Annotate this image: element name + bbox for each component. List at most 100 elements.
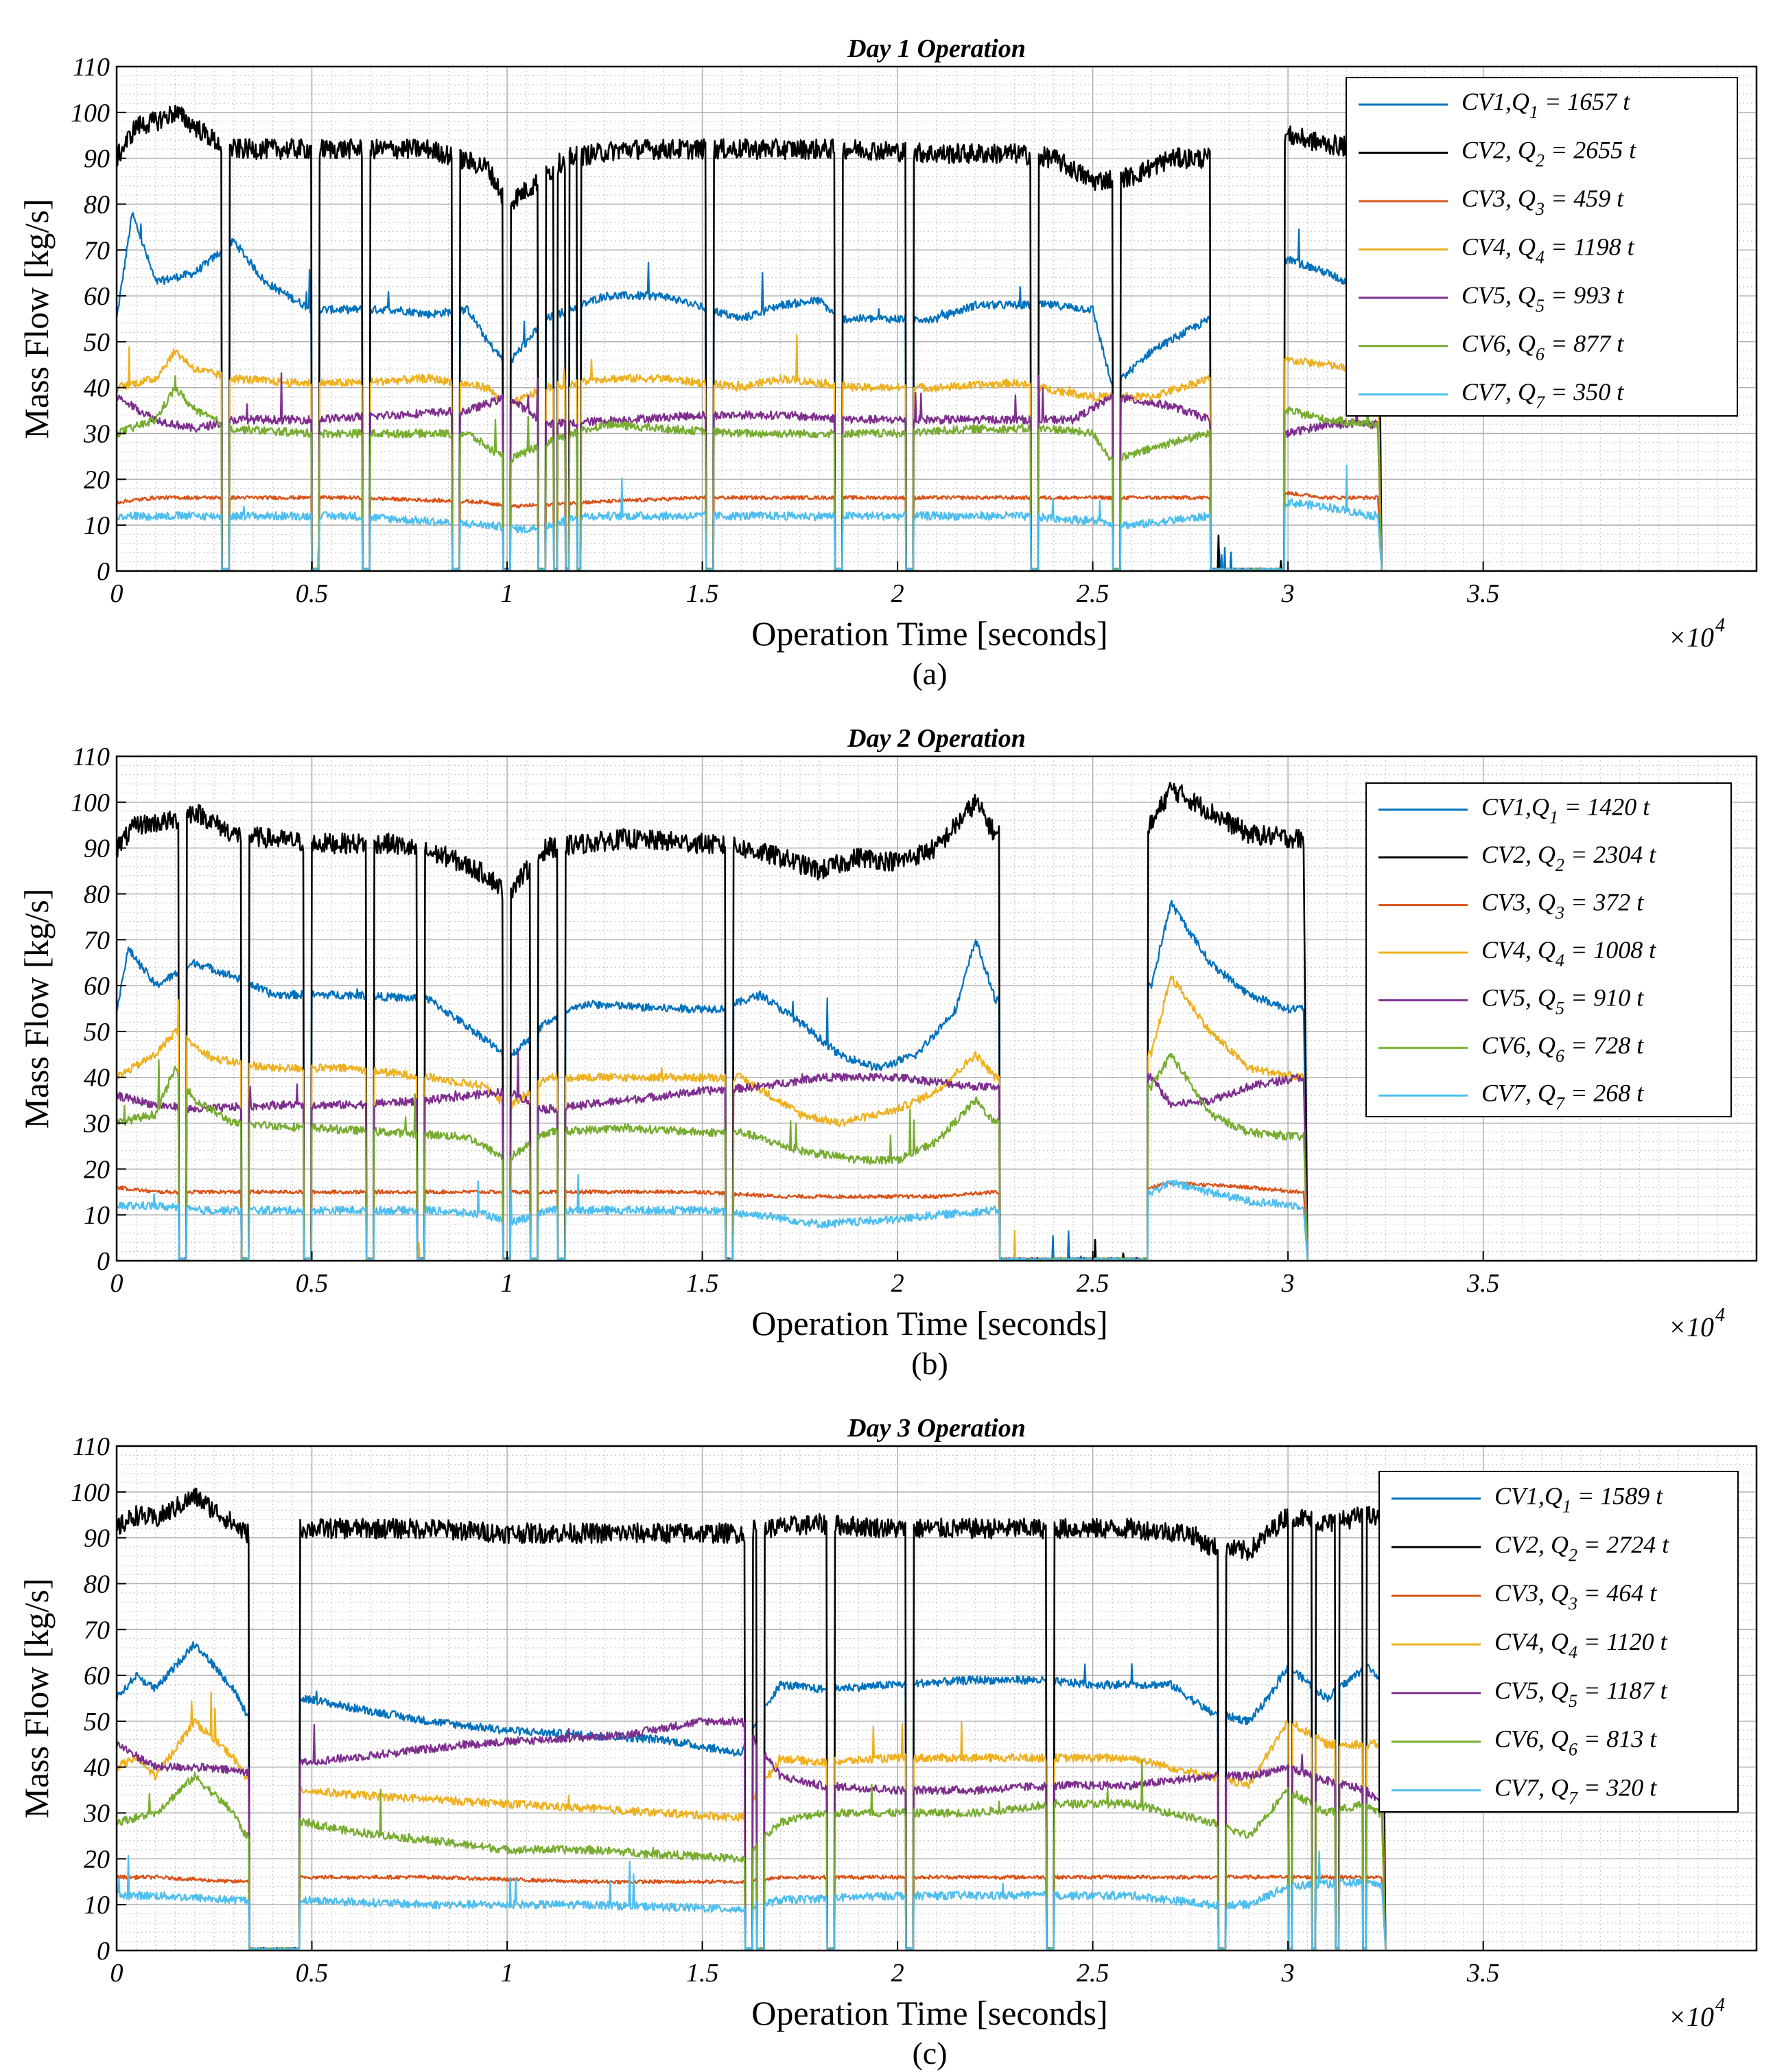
x-tick-label: 1	[501, 1269, 514, 1298]
chart-title: Day 3 Operation	[847, 1414, 1026, 1443]
legend-label-value: = 464 t	[1577, 1579, 1657, 1607]
legend-label-value: = 372 t	[1564, 889, 1644, 916]
y-tick-label: 90	[84, 1524, 110, 1553]
series-line-cv6	[117, 375, 1383, 571]
series-line-cv1	[117, 212, 1383, 571]
x-tick-label: 2.5	[1077, 1269, 1109, 1298]
x-axis-multiplier: ×10	[1668, 622, 1714, 653]
legend-label-value: = 877 t	[1545, 329, 1624, 357]
legend-label-text: CV6, Q	[1494, 1725, 1569, 1753]
x-tick-label: 0	[110, 1269, 124, 1298]
x-tick-label: 0.5	[296, 1269, 329, 1298]
x-tick-label: 1.5	[686, 1959, 719, 1988]
y-tick-label: 0	[97, 557, 110, 586]
legend-label-value: = 1657 t	[1538, 88, 1630, 115]
legend-label-text: CV7, Q	[1481, 1079, 1555, 1106]
y-tick-label: 90	[84, 835, 110, 863]
legend-label-text: CV1,Q	[1494, 1482, 1562, 1509]
x-tick-label: 2.5	[1077, 1959, 1109, 1988]
y-tick-label: 50	[84, 1708, 110, 1736]
legend-label-cv3: CV3, Q3 = 372 t	[1481, 889, 1644, 923]
y-tick-label: 30	[83, 1110, 110, 1139]
legend-label-text: CV2, Q	[1481, 841, 1555, 868]
y-tick-label: 70	[84, 236, 110, 265]
x-axis-exponent: 4	[1715, 1994, 1725, 2016]
y-tick-label: 110	[73, 743, 110, 771]
legend-label-value: = 728 t	[1564, 1032, 1644, 1059]
x-tick-label: 1	[501, 1959, 514, 1988]
series-line-cv6	[117, 1758, 1387, 1951]
series-group	[117, 782, 1308, 1261]
legend-label-cv6: CV6, Q6 = 728 t	[1481, 1032, 1644, 1066]
series-line-cv3	[117, 1180, 1308, 1261]
series-line-cv5	[117, 1716, 1387, 1951]
x-tick-label: 3.5	[1466, 1959, 1500, 1988]
axes-frame	[115, 1445, 1758, 1952]
y-tick-label: 50	[84, 328, 110, 357]
y-tick-label: 60	[84, 972, 110, 1001]
legend-label-cv7: CV7, Q7 = 350 t	[1461, 378, 1624, 412]
axes-frame	[115, 755, 1758, 1262]
legend-label-text: CV7, Q	[1494, 1774, 1569, 1802]
series-line-cv4	[117, 334, 1383, 571]
legend-label-subscript: 1	[1562, 1496, 1571, 1516]
legend-label-cv6: CV6, Q6 = 877 t	[1461, 329, 1624, 364]
legend-label-value: = 1120 t	[1577, 1628, 1668, 1655]
chart-title: Day 2 Operation	[847, 724, 1026, 753]
legend-label-subscript: 5	[1569, 1691, 1577, 1711]
series-line-cv5	[117, 1049, 1308, 1261]
y-tick-label: 20	[84, 465, 110, 494]
legend-label-subscript: 2	[1569, 1545, 1577, 1565]
legend-label-cv4: CV4, Q4 = 1198 t	[1461, 233, 1635, 268]
y-axis-label: Mass Flow [kg/s]	[17, 198, 56, 439]
x-tick-label: 1.5	[686, 579, 719, 608]
x-tick-label: 0	[110, 579, 124, 608]
y-tick-label: 110	[73, 53, 110, 82]
x-tick-label: 2	[891, 1269, 904, 1298]
y-tick-label: 20	[84, 1845, 110, 1874]
x-axis-exponent: 4	[1715, 1305, 1725, 1326]
y-tick-label: 0	[97, 1247, 110, 1276]
legend-label-text: CV4, Q	[1461, 233, 1536, 261]
y-axis-label: Mass Flow [kg/s]	[17, 888, 56, 1128]
ticks: 0 0.5 1 1.5 2 2.5 3 3.5 0 10 20 30 40 50 60 70 80 90 100 11…	[71, 743, 1499, 1298]
x-axis-label: Operation Time [seconds]	[751, 614, 1107, 653]
legend-label-text: CV3, Q	[1494, 1579, 1569, 1607]
legend-label-value: = 459 t	[1545, 185, 1624, 212]
y-tick-label: 60	[84, 1662, 110, 1690]
chart-panel-2: 0 0.5 1 1.5 2 2.5 3 3.5010203040506070809010011…	[17, 724, 1758, 1381]
series-line-cv1	[117, 899, 1308, 1261]
legend-label-cv1: CV1,Q1 = 1589 t	[1494, 1482, 1663, 1516]
series-line-cv2	[117, 1487, 1387, 1951]
legend-label-value: = 2724 t	[1577, 1530, 1669, 1558]
legend-label-cv5: CV5, Q5 = 1187 t	[1494, 1677, 1668, 1711]
x-tick-label: 0.5	[296, 579, 329, 608]
legend-label-subscript: 4	[1569, 1642, 1577, 1662]
chart-panel-3: 0 0.5 1 1.5 2 2.5 3 3.5010203040506070809010011…	[17, 1414, 1758, 2071]
y-tick-label: 10	[84, 1891, 110, 1920]
y-tick-label: 80	[84, 1570, 110, 1598]
legend-box	[1378, 1471, 1739, 1813]
y-tick-label: 70	[84, 926, 110, 955]
x-axis-exponent: 4	[1715, 615, 1725, 636]
ticks: 0 0.5 1 1.5 2 2.5 3 3.5 0 10 20 30 40 50 60 70 80 90 100 11…	[71, 53, 1499, 608]
legend-label-subscript: 1	[1529, 102, 1538, 122]
legend-label-text: CV4, Q	[1481, 936, 1555, 964]
legend-label-text: CV7, Q	[1461, 378, 1536, 406]
legend-label-cv4: CV4, Q4 = 1008 t	[1481, 936, 1656, 970]
y-tick-label: 10	[84, 511, 110, 540]
x-tick-label: 3	[1281, 579, 1295, 608]
x-tick-label: 3	[1281, 1959, 1295, 1988]
series-line-cv2	[117, 104, 1383, 571]
legend-label-subscript: 7	[1569, 1789, 1578, 1808]
legend-label-cv2: CV2, Q2 = 2304 t	[1481, 841, 1656, 875]
series-line-cv6	[117, 1053, 1308, 1261]
legend-label-text: CV1,Q	[1481, 793, 1549, 821]
y-tick-label: 20	[84, 1155, 110, 1184]
x-tick-label: 2	[891, 1959, 904, 1988]
legend-label-subscript: 5	[1555, 998, 1564, 1018]
y-tick-label: 100	[71, 789, 110, 817]
legend-label-cv4: CV4, Q4 = 1120 t	[1494, 1628, 1668, 1662]
